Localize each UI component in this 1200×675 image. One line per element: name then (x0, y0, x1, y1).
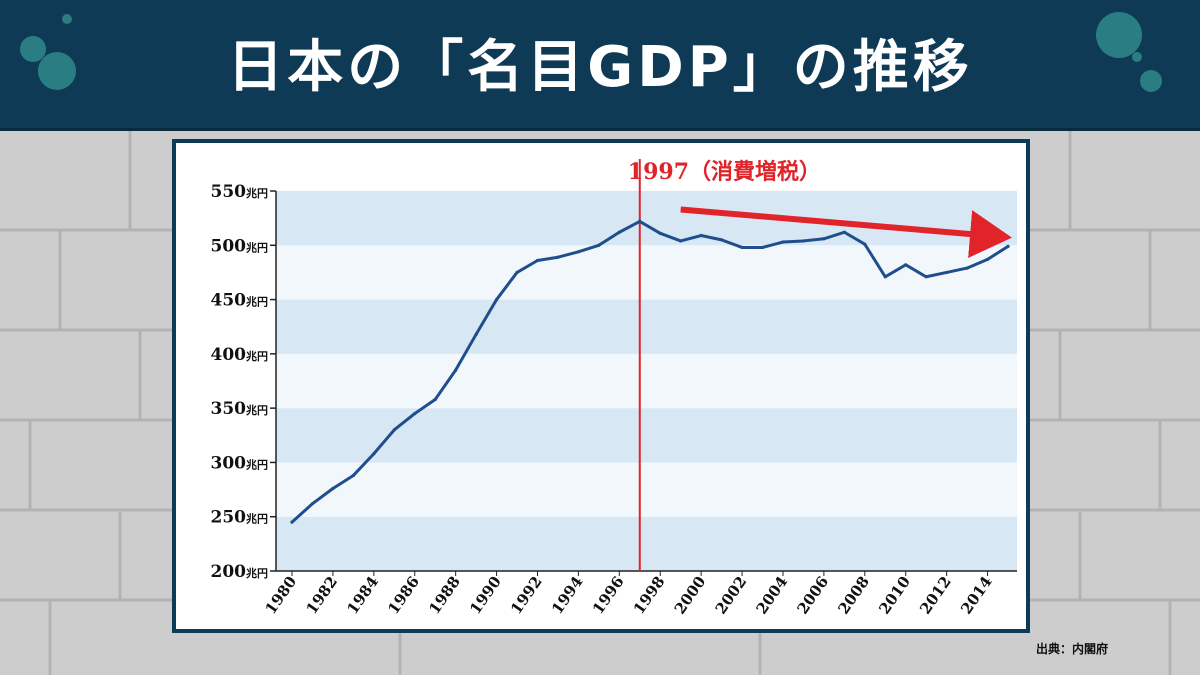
data-point (413, 411, 417, 416)
data-point (679, 239, 683, 243)
data-point (638, 219, 642, 223)
data-point (290, 520, 294, 524)
y-tick-label: 550兆円 (211, 182, 269, 202)
y-tick-label: 300兆円 (211, 453, 269, 473)
data-point (433, 397, 437, 402)
data-point (351, 473, 355, 478)
x-tick-label: 2010 (875, 573, 914, 618)
x-tick-label: 1996 (589, 573, 628, 618)
decor-dot (38, 52, 76, 90)
decor-dot (62, 14, 72, 24)
y-tick-label: 200兆円 (211, 562, 269, 582)
data-point (781, 240, 785, 244)
data-point (965, 266, 969, 270)
x-tick-label: 2006 (793, 573, 832, 618)
data-point (392, 428, 396, 432)
title-bar: 日本の「名目GDP」の推移 (0, 0, 1200, 131)
grid-band (276, 299, 1017, 354)
y-tick-label: 500兆円 (211, 236, 269, 256)
data-point (760, 245, 765, 250)
data-point (556, 255, 560, 259)
data-point (945, 270, 949, 275)
data-point (372, 452, 376, 456)
x-tick-label: 2000 (671, 573, 710, 618)
x-tick-label: 1982 (302, 573, 341, 618)
grid-band (276, 462, 1017, 517)
data-point (985, 257, 990, 261)
data-point (863, 242, 867, 246)
decor-dot (1096, 12, 1142, 58)
grid-band (276, 516, 1017, 571)
event-marker-label: 1997（消費増税） (628, 159, 821, 185)
data-point (801, 239, 806, 243)
data-point (310, 502, 315, 506)
data-point (494, 297, 499, 302)
x-tick-label: 1984 (343, 573, 382, 618)
decor-dot (1132, 52, 1142, 62)
data-point (617, 230, 621, 234)
grid-band (276, 408, 1017, 463)
data-point (904, 263, 908, 267)
data-point (515, 270, 519, 275)
data-point (535, 258, 540, 263)
grid-band (276, 353, 1017, 409)
data-point (924, 275, 928, 279)
data-point (740, 245, 744, 250)
gdp-line-chart: 550兆円 500兆円 450兆円 400兆円 350兆円 300兆円 250兆円 200兆円… (211, 159, 1017, 618)
x-tick-label: 1994 (548, 573, 587, 618)
data-point (883, 275, 887, 279)
x-tick-label: 2004 (753, 573, 792, 618)
grid-band (276, 245, 1017, 300)
x-tick-label: 1988 (425, 573, 464, 618)
data-point (454, 368, 458, 372)
decor-dot (1140, 70, 1162, 92)
data-point (699, 233, 703, 238)
page-title: 日本の「名目GDP」の推移 (227, 35, 973, 100)
data-point (842, 230, 846, 234)
x-tick-label: 2014 (957, 573, 996, 618)
data-point (1006, 244, 1010, 248)
x-tick-label: 2008 (834, 573, 873, 618)
x-tick-label: 1992 (507, 573, 546, 618)
data-point (331, 486, 335, 491)
x-tick-label: 2002 (712, 573, 751, 618)
data-point (658, 231, 662, 235)
x-tick-label: 2012 (916, 573, 955, 618)
y-tick-label: 250兆円 (211, 508, 269, 528)
x-tick-label: 1990 (466, 573, 505, 618)
trend-arrow (680, 206, 1012, 258)
y-tick-label: 400兆円 (211, 345, 269, 365)
data-point (720, 238, 724, 242)
x-tick-label: 1986 (384, 573, 423, 618)
x-tick-label: 1998 (630, 573, 669, 618)
gdp-series-line (290, 219, 1010, 524)
grid-band (276, 191, 1017, 246)
y-tick-label: 450兆円 (211, 291, 269, 311)
data-point (822, 237, 826, 241)
data-point (474, 332, 478, 336)
source-note: 出典：内閣府 (1035, 642, 1108, 656)
y-tick-label: 350兆円 (211, 399, 269, 419)
data-point (576, 250, 580, 254)
data-point (597, 243, 601, 247)
